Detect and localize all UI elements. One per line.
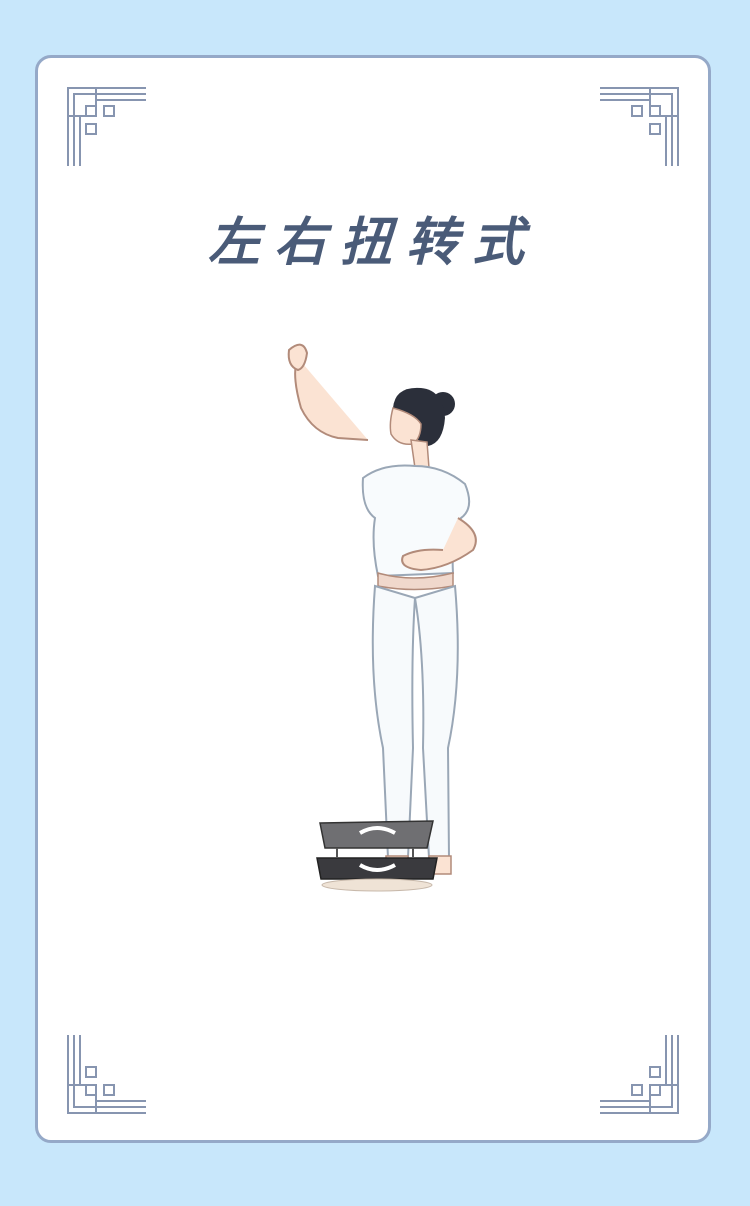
exercise-title: 左右扭转式 bbox=[207, 212, 538, 273]
corner-ornament-top-left bbox=[66, 86, 148, 168]
exercise-card: 左右扭转式 bbox=[35, 55, 711, 1143]
twist-board-icon bbox=[315, 813, 440, 893]
corner-ornament-top-right bbox=[598, 86, 680, 168]
fret-corner-icon bbox=[67, 87, 146, 166]
fret-corner-icon bbox=[67, 1035, 146, 1114]
corner-ornament-bottom-right bbox=[598, 1033, 680, 1115]
corner-ornament-bottom-left bbox=[66, 1033, 148, 1115]
fret-corner-icon bbox=[600, 1035, 679, 1114]
exercise-illustration bbox=[243, 328, 493, 898]
twist-board-icon bbox=[316, 820, 438, 892]
fret-corner-icon bbox=[600, 87, 679, 166]
woman-twist-illustration bbox=[287, 343, 477, 875]
